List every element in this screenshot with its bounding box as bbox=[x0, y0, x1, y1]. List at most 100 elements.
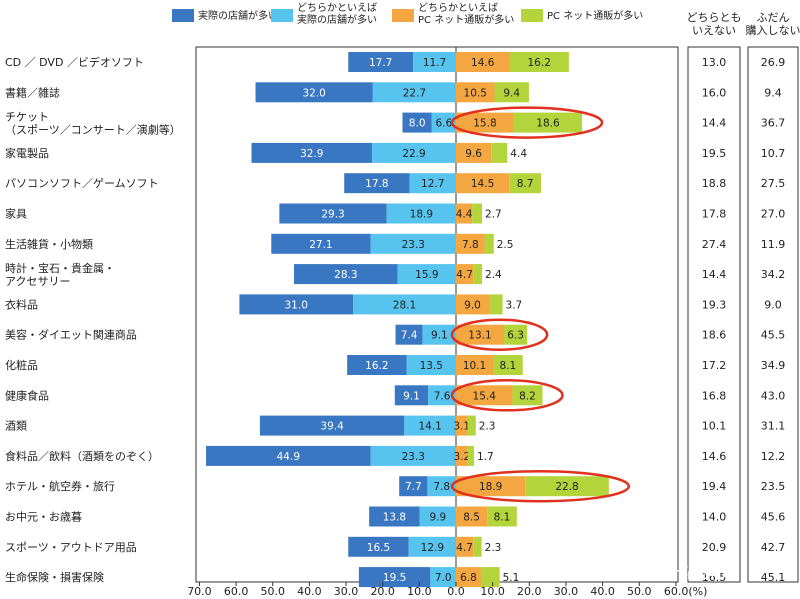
bar-segment bbox=[413, 52, 456, 72]
bar-segment bbox=[513, 112, 583, 133]
x-tick-label: 50.0 bbox=[261, 585, 286, 598]
bar-value-label: 5.1 bbox=[503, 572, 520, 584]
bar-value-label: 8.0 bbox=[409, 118, 426, 130]
do-not-buy-value: 34.9 bbox=[761, 359, 786, 372]
bar-segment bbox=[456, 445, 468, 466]
bar-value-label: 3.1 bbox=[453, 421, 470, 433]
bar-segment bbox=[456, 52, 510, 72]
bar-segment bbox=[406, 355, 456, 375]
neither-value: 10.1 bbox=[702, 420, 727, 433]
bar-segment bbox=[456, 173, 510, 194]
bar-value-label: 8.1 bbox=[494, 512, 511, 524]
bar-segment bbox=[358, 567, 431, 588]
neither-value: 16.8 bbox=[702, 389, 727, 402]
bar-value-label: 29.3 bbox=[321, 209, 344, 221]
bar-value-label: 9.4 bbox=[503, 87, 520, 99]
bar-segment bbox=[428, 385, 456, 406]
highlight-oval bbox=[450, 469, 631, 503]
bar-segment bbox=[255, 82, 373, 103]
legend-label: どちらかといえば実際の店舗が多い bbox=[297, 2, 377, 26]
bar-value-label: 13.1 bbox=[468, 330, 491, 342]
neither-value: 27.4 bbox=[702, 238, 727, 251]
bar-value-label: 16.2 bbox=[528, 57, 551, 69]
bar-segment bbox=[386, 203, 456, 224]
bar-segment bbox=[456, 142, 492, 163]
bar-value-label: 13.5 bbox=[420, 360, 443, 372]
category-label: 化粧品 bbox=[5, 358, 38, 372]
bar-segment bbox=[206, 445, 371, 466]
bar-value-label: 9.9 bbox=[430, 512, 447, 524]
bar-segment bbox=[456, 294, 489, 315]
bar-value-label: 23.3 bbox=[402, 451, 425, 463]
bar-segment bbox=[493, 355, 523, 375]
bar-segment bbox=[404, 415, 456, 436]
bar-value-label: 7.7 bbox=[405, 481, 422, 493]
legend-label: どちらかといえば PC ネット通販が多い bbox=[418, 2, 514, 26]
bar-segment bbox=[456, 355, 494, 375]
bar-segment bbox=[472, 203, 483, 224]
bar-segment bbox=[491, 142, 508, 163]
do-not-buy-value: 42.7 bbox=[761, 541, 786, 554]
category-label: ホテル・航空券・旅行 bbox=[5, 479, 115, 493]
bar-value-label: 19.5 bbox=[383, 572, 406, 584]
category-label: 家電製品 bbox=[5, 146, 49, 160]
bar-value-label: 4.7 bbox=[456, 542, 473, 554]
bar-segment bbox=[279, 203, 387, 224]
bar-value-label: 14.6 bbox=[471, 57, 495, 69]
right-column-header: どちらともいえない bbox=[687, 11, 742, 37]
legend-swatch bbox=[172, 9, 194, 22]
bar-value-label: 6.8 bbox=[460, 572, 477, 584]
bar-value-label: 9.1 bbox=[403, 390, 420, 402]
bar-value-label: 28.1 bbox=[393, 299, 416, 311]
bar-value-label: 15.8 bbox=[473, 118, 496, 130]
bar-value-label: 6.6 bbox=[436, 118, 453, 130]
bar-value-label: 7.0 bbox=[435, 572, 452, 584]
bar-segment bbox=[467, 445, 474, 466]
do-not-buy-value: 43.0 bbox=[761, 389, 786, 402]
chart-bars: 17.7 11.7 14.6 16.2 32.0 22.7 10.5 9.4 8.0 6.6 15.… bbox=[206, 52, 609, 588]
bar-value-label: 17.8 bbox=[365, 178, 388, 190]
bar-value-label: 4.4 bbox=[510, 148, 527, 160]
bar-segment bbox=[344, 173, 410, 194]
bar-value-label: 16.5 bbox=[367, 542, 390, 554]
neither-value: 13.0 bbox=[702, 56, 727, 69]
bar-segment bbox=[509, 173, 542, 194]
do-not-buy-value: 10.7 bbox=[761, 147, 786, 160]
legend-label: 実際の店舗が多い bbox=[198, 9, 278, 22]
x-tick-label: 40.0 bbox=[297, 585, 322, 598]
category-label: チケット（スポーツ／コンサート／演劇等） bbox=[5, 111, 181, 137]
bar-value-label: 28.3 bbox=[334, 269, 357, 281]
highlight-oval bbox=[450, 379, 564, 412]
bar-segment bbox=[347, 355, 407, 375]
bar-segment bbox=[397, 264, 456, 285]
bar-segment bbox=[456, 82, 495, 103]
bar-segment bbox=[259, 415, 405, 436]
bar-value-label: 2.4 bbox=[485, 269, 502, 281]
do-not-buy-value: 34.2 bbox=[761, 268, 786, 281]
bar-value-label: 4.4 bbox=[456, 209, 473, 221]
bar-segment bbox=[402, 112, 432, 133]
bar-value-label: 22.7 bbox=[403, 87, 426, 99]
bar-segment bbox=[353, 294, 456, 315]
bar-value-label: 10.5 bbox=[464, 87, 487, 99]
bar-value-label: 14.5 bbox=[471, 178, 494, 190]
category-label: パソコンソフト／ゲームソフト bbox=[5, 177, 159, 190]
x-tick-label: 10.0 bbox=[407, 585, 432, 598]
category-label: 食料品／飲料（酒類をのぞく） bbox=[5, 449, 159, 463]
x-tick-label: 50.0 bbox=[627, 585, 652, 598]
right-column-box bbox=[747, 46, 799, 583]
bar-value-label: 2.3 bbox=[479, 421, 496, 433]
bar-segment bbox=[251, 142, 373, 163]
bar-segment bbox=[427, 476, 456, 497]
category-label: 美容・ダイエット関連商品 bbox=[5, 328, 137, 342]
bar-segment bbox=[369, 506, 420, 527]
do-not-buy-value: 9.4 bbox=[764, 86, 782, 99]
neither-value: 14.4 bbox=[702, 117, 727, 130]
bar-value-label: 22.8 bbox=[555, 481, 578, 493]
bar-value-label: 18.6 bbox=[536, 118, 560, 130]
bar-segment bbox=[419, 506, 456, 527]
bar-segment bbox=[456, 203, 473, 224]
bar-segment bbox=[487, 506, 517, 527]
